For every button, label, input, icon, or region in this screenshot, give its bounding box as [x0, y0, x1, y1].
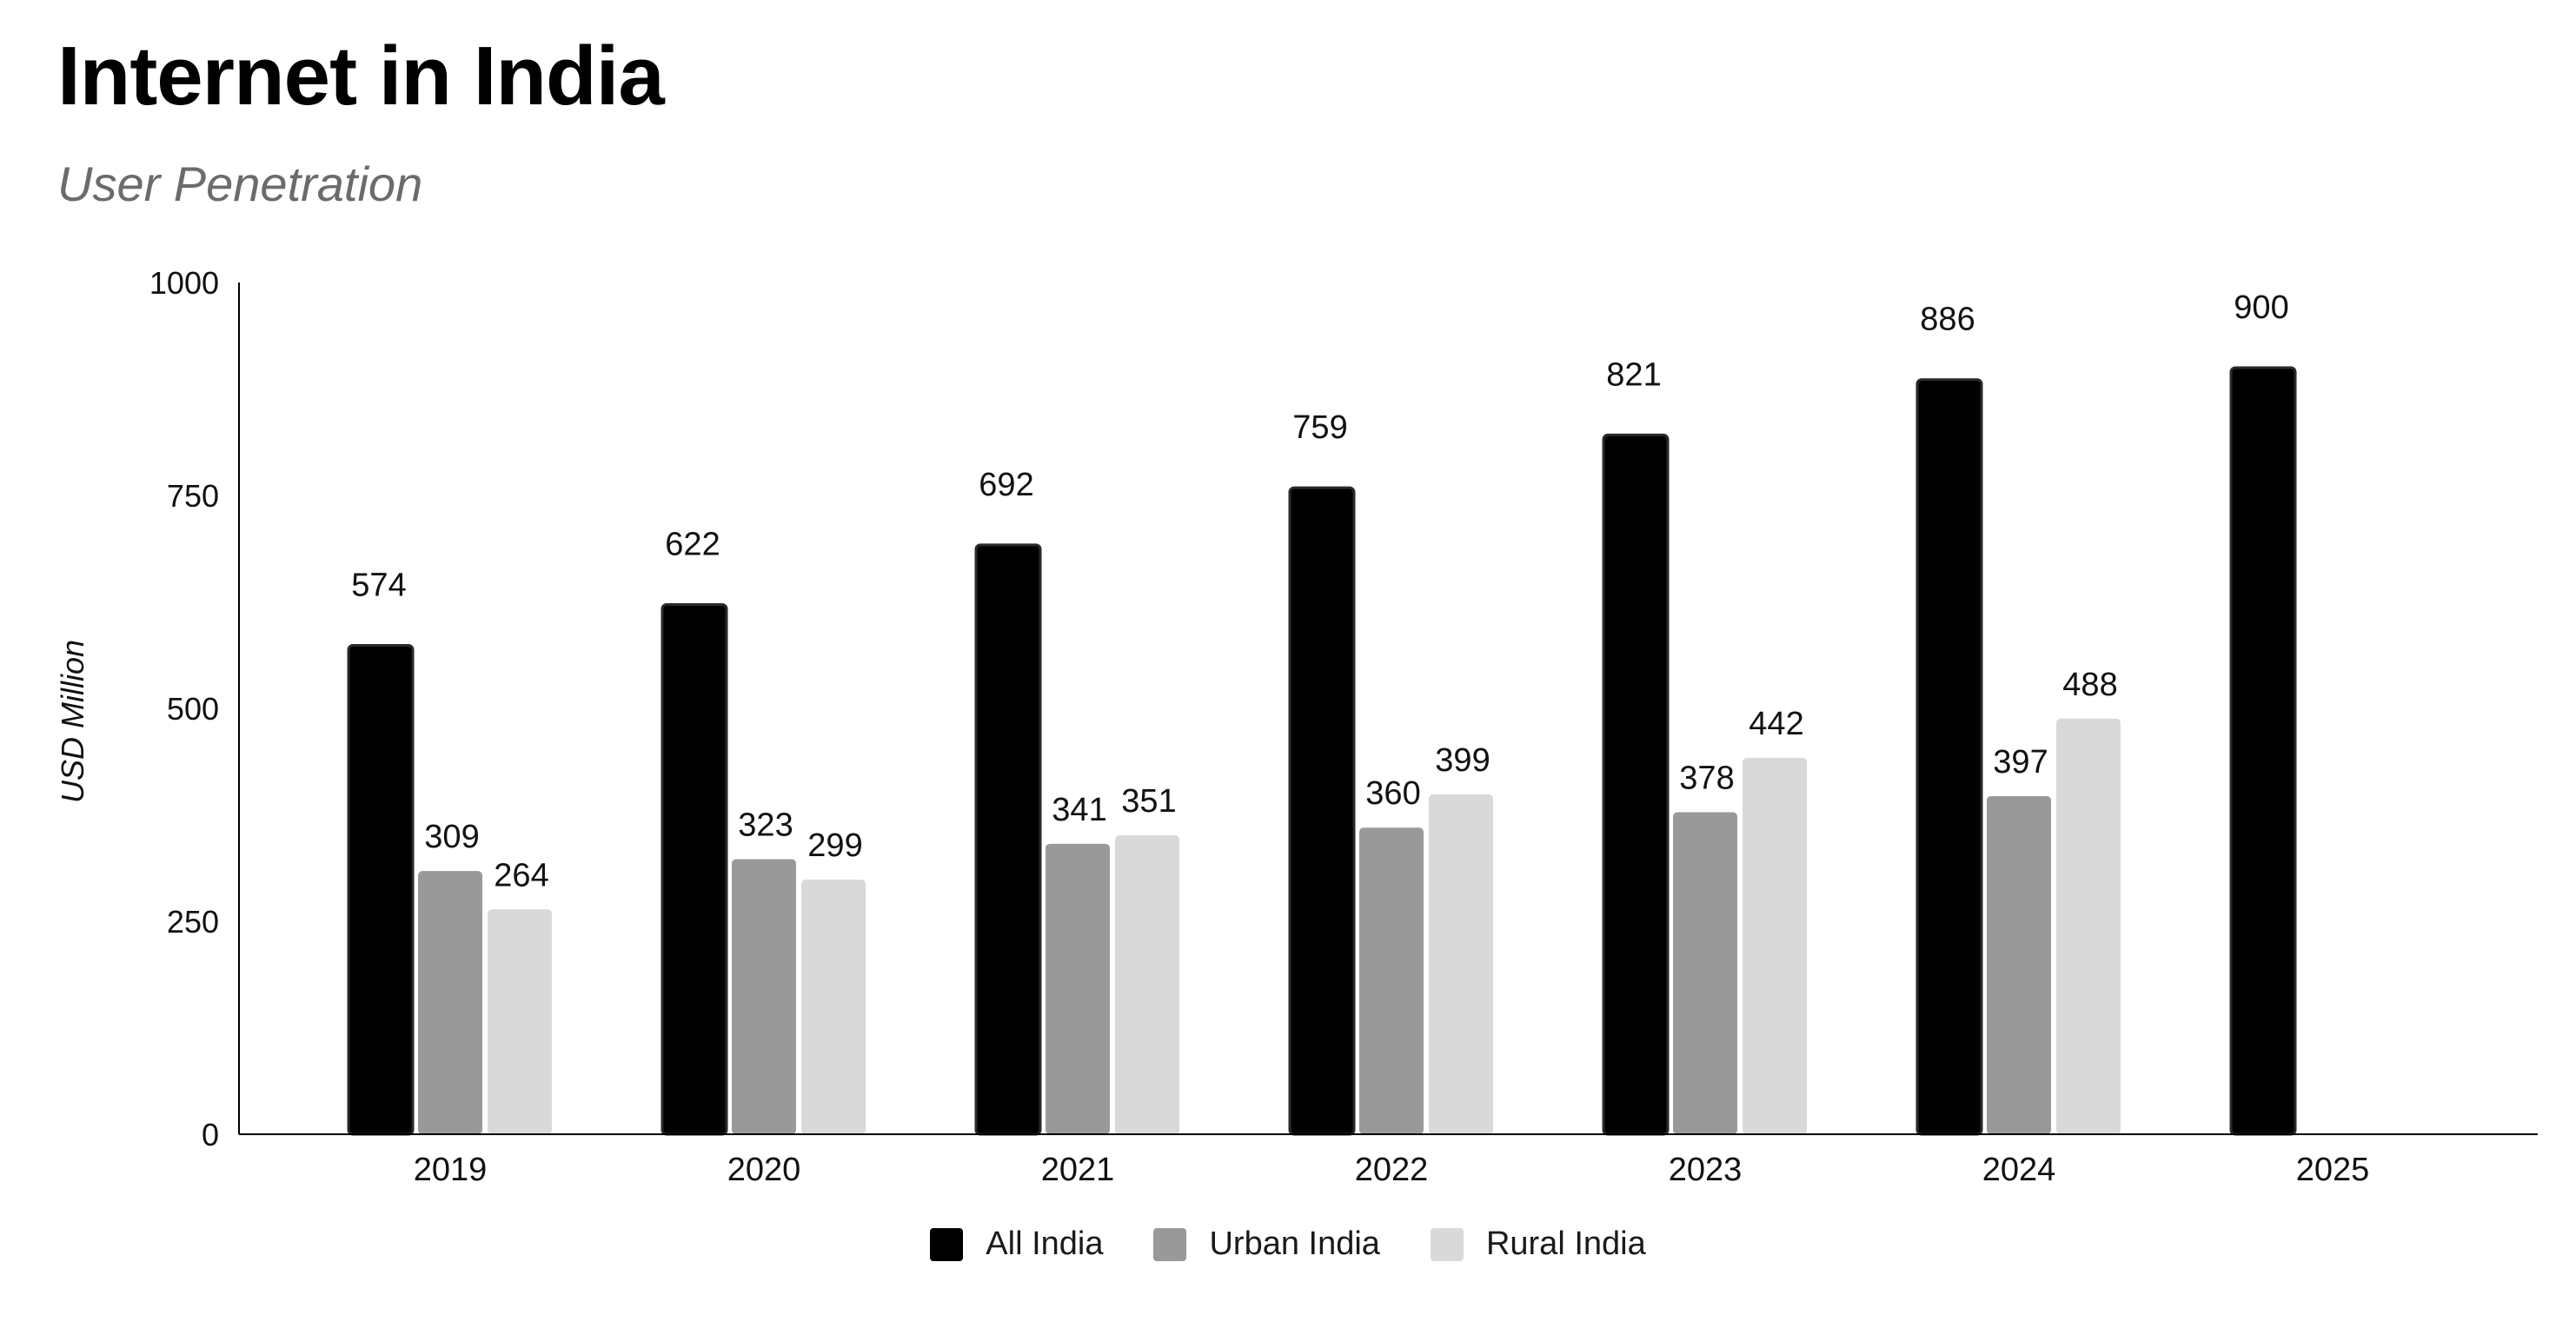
bar-rural-india: [1115, 835, 1179, 1134]
bar-urban-india: [1046, 843, 1110, 1134]
chart-subtitle: User Penetration: [57, 156, 423, 211]
bar-rural-india: [2056, 718, 2121, 1134]
data-label: 341: [1052, 792, 1106, 828]
data-label: 886: [1920, 302, 1975, 338]
bar-urban-india: [1987, 795, 2051, 1134]
bar-all-india: [2229, 366, 2297, 1136]
legend-item: All India: [930, 1226, 1103, 1263]
x-tick-label: 2021: [1041, 1152, 1115, 1188]
data-label: 299: [807, 827, 862, 864]
legend-item: Rural India: [1430, 1226, 1646, 1263]
bars: [347, 366, 2297, 1136]
x-tick-label: 2023: [1669, 1152, 1743, 1188]
data-label: 692: [979, 467, 1033, 503]
bar-rural-india: [801, 879, 866, 1134]
x-tick-label: 2022: [1355, 1152, 1429, 1188]
x-tick-label: 2020: [727, 1152, 801, 1188]
bar-urban-india: [418, 871, 482, 1134]
y-axis-title: USD Million: [55, 640, 90, 803]
data-label: 399: [1435, 742, 1490, 779]
bar-all-india: [347, 643, 415, 1136]
data-label: 622: [665, 526, 720, 562]
y-axis-ticks: 0 250 500 750 1000: [149, 265, 219, 1153]
legend-swatch: [1430, 1227, 1464, 1261]
legend-swatch: [930, 1227, 964, 1261]
bar-urban-india: [732, 859, 796, 1134]
y-tick-label: 0: [202, 1117, 219, 1153]
data-label: 309: [424, 819, 479, 855]
bar-rural-india: [1743, 757, 1807, 1134]
x-axis-ticks: 2019 2020 2021 2022 2023 2024 2025: [414, 1152, 2370, 1188]
bar-all-india: [1915, 378, 1983, 1136]
legend-label: All India: [986, 1226, 1104, 1262]
y-tick-label: 500: [167, 691, 219, 727]
bar-urban-india: [1359, 827, 1424, 1134]
x-tick-label: 2025: [2296, 1152, 2370, 1188]
x-tick-label: 2019: [414, 1152, 488, 1188]
legend: All India Urban India Rural India: [0, 1226, 2576, 1263]
bar-all-india: [661, 602, 728, 1136]
data-label: 488: [2062, 667, 2117, 703]
y-tick-label: 250: [167, 904, 219, 940]
data-label: 900: [2234, 289, 2288, 326]
bar-rural-india: [488, 909, 552, 1134]
bar-all-india: [974, 543, 1042, 1136]
chart-title: Internet in India: [57, 30, 665, 123]
data-label: 574: [351, 567, 406, 603]
bar-all-india: [1602, 433, 1670, 1136]
legend-swatch: [1153, 1227, 1187, 1261]
data-label: 759: [1292, 409, 1347, 446]
y-tick-label: 1000: [149, 265, 219, 301]
data-label: 397: [1993, 744, 2048, 781]
bar-urban-india: [1673, 812, 1737, 1134]
data-label: 821: [1606, 356, 1661, 393]
data-label: 360: [1365, 775, 1420, 812]
legend-label: Urban India: [1209, 1226, 1380, 1262]
x-tick-label: 2024: [1982, 1152, 2056, 1188]
bar-all-india: [1288, 486, 1356, 1136]
data-label: 351: [1121, 783, 1176, 820]
data-label: 264: [494, 857, 548, 894]
bar-chart: 0 250 500 750 1000 574 309 264 622 323 299 692 341 3…: [55, 265, 2538, 1188]
data-label: 378: [1679, 761, 1734, 797]
y-tick-label: 750: [167, 478, 219, 514]
legend-item: Urban India: [1153, 1226, 1380, 1263]
data-label: 442: [1749, 706, 1803, 742]
legend-label: Rural India: [1485, 1226, 1646, 1262]
data-labels: 574 309 264 622 323 299 692 341 351 759 360 399 821 3…: [351, 289, 2288, 894]
bar-rural-india: [1429, 794, 1493, 1134]
data-label: 323: [738, 807, 793, 843]
